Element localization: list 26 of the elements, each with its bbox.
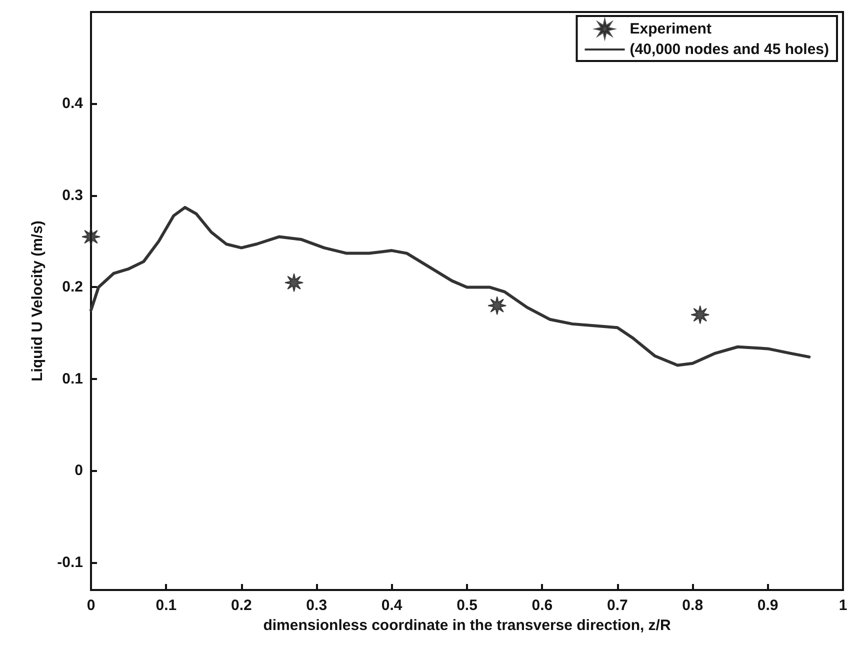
x-tick-label: 0.3 — [306, 597, 328, 614]
x-tick-label: 0.1 — [156, 597, 177, 614]
y-tick-label: 0.3 — [62, 186, 83, 204]
y-tick-label: 0.1 — [62, 370, 83, 388]
y-tick-label: 0.4 — [62, 95, 84, 112]
point — [690, 305, 710, 324]
x-tick-label: 0.4 — [381, 597, 403, 614]
point — [82, 227, 100, 246]
point — [488, 296, 507, 316]
x-tick-label: 0 — [86, 597, 96, 614]
y-tick-label: 0 — [74, 462, 83, 480]
legend-label: (40,000 nodes and 45 holes) — [630, 41, 830, 58]
x-tick-label: 1 — [838, 597, 848, 614]
x-tick-label: 0.5 — [456, 597, 478, 614]
line-series — [90, 206, 811, 367]
legend-label: Experiment — [630, 20, 712, 38]
y-tick-label: 0.2 — [62, 278, 83, 296]
x-tick-label: 0.9 — [757, 597, 778, 614]
x-tick-label: 0.7 — [606, 597, 628, 614]
x-axis-title: dimensionless coordinate in the transverse direction, z/R — [263, 616, 671, 634]
y-axis-title: Liquid U Velocity (m/s) — [29, 220, 46, 382]
x-tick-label: 0.6 — [532, 597, 553, 614]
y-tick-label: -0.1 — [57, 554, 83, 571]
x-tick-label: 0.8 — [682, 597, 704, 614]
x-tick-label: 0.2 — [230, 597, 252, 614]
point — [284, 273, 304, 292]
